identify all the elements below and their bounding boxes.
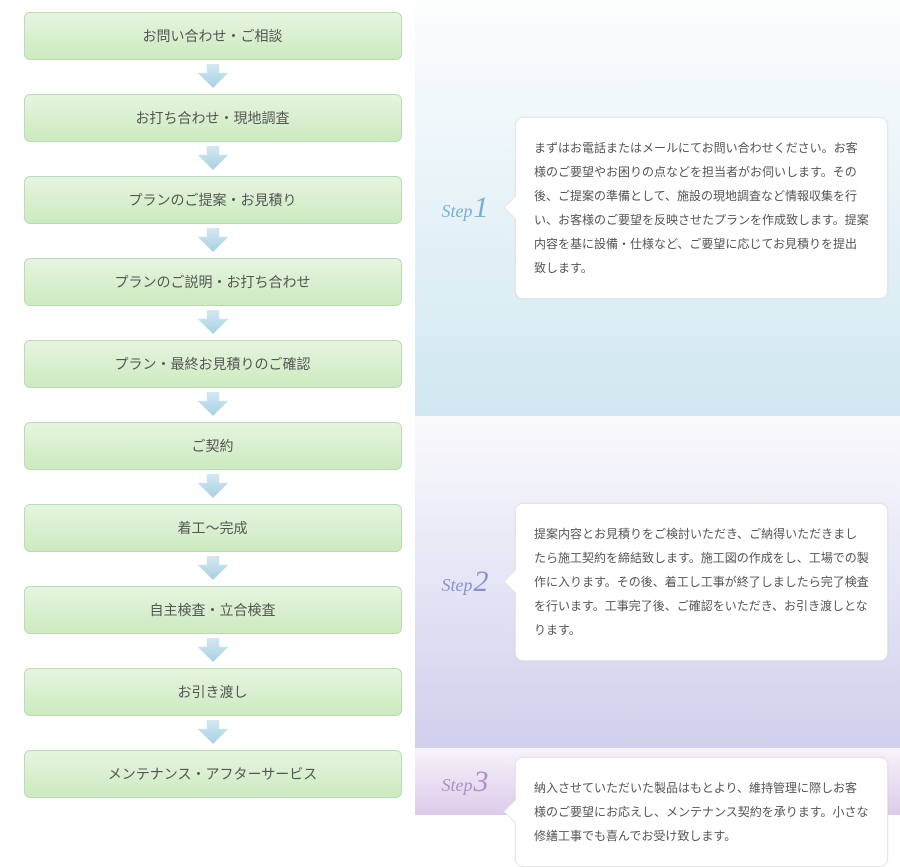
flow-step-box: メンテナンス・アフターサービス — [24, 750, 402, 798]
flow-section: Step1 まずはお電話またはメールにてお問い合わせください。お客様のご要望やお困… — [415, 0, 900, 416]
flow-step-box: お問い合わせ・ご相談 — [24, 12, 402, 60]
flow-arrow-icon — [198, 228, 228, 252]
callout-text: 納入させていただいた製品はもとより、維持管理に際しお客様のご要望にお応えし、メン… — [534, 781, 869, 843]
callout-text: まずはお電話またはメールにてお問い合わせください。お客様のご要望やお困りの点など… — [534, 141, 869, 275]
flow-step-label: お問い合わせ・ご相談 — [143, 26, 283, 46]
flow-section: Step2 提案内容とお見積りをご検討いただき、ご納得いただきましたら施工契約を締… — [415, 416, 900, 748]
step-label-number: 1 — [474, 191, 489, 225]
flow-step-box: 自主検査・立合検査 — [24, 586, 402, 634]
callout-text: 提案内容とお見積りをご検討いただき、ご納得いただきましたら施工契約を締結致します… — [534, 527, 869, 637]
flow-step-label: プランのご提案・お見積り — [129, 190, 297, 210]
section-callout: まずはお電話またはメールにてお問い合わせください。お客様のご要望やお困りの点など… — [515, 117, 888, 299]
step-label-prefix: Step — [442, 575, 473, 596]
step-label: Step2 — [415, 565, 515, 599]
section-callout: 提案内容とお見積りをご検討いただき、ご納得いただきましたら施工契約を締結致します… — [515, 503, 888, 661]
flow-step-label: ご契約 — [192, 436, 234, 456]
step-label-number: 2 — [474, 565, 489, 599]
flow-step-box: ご契約 — [24, 422, 402, 470]
flow-step-label: メンテナンス・アフターサービス — [108, 764, 317, 784]
flow-step-box: お打ち合わせ・現地調査 — [24, 94, 402, 142]
flow-arrow-icon — [198, 64, 228, 88]
flow-section: Step3納入させていただいた製品はもとより、維持管理に際しお客様のご要望にお応… — [415, 748, 900, 815]
flow-arrow-icon — [198, 474, 228, 498]
flow-step-box: プラン・最終お見積りのご確認 — [24, 340, 402, 388]
flow-arrow-icon — [198, 146, 228, 170]
flow-step-label: プラン・最終お見積りのご確認 — [115, 354, 311, 374]
step-label-prefix: Step — [442, 201, 473, 222]
flow-step-box: お引き渡し — [24, 668, 402, 716]
flow-step-label: 着工～完成 — [178, 518, 248, 538]
step-label: Step3 — [415, 765, 515, 799]
flow-arrow-icon — [198, 556, 228, 580]
flow-step-label: 自主検査・立合検査 — [150, 600, 276, 620]
step-label-prefix: Step — [442, 775, 473, 796]
step-label-number: 3 — [474, 765, 489, 799]
flow-arrow-icon — [198, 310, 228, 334]
flow-step-box: プランのご説明・お打ち合わせ — [24, 258, 402, 306]
flow-step-label: プランのご説明・お打ち合わせ — [115, 272, 311, 292]
flow-step-box: プランのご提案・お見積り — [24, 176, 402, 224]
flow-step-box: 着工～完成 — [24, 504, 402, 552]
flow-arrow-icon — [198, 720, 228, 744]
flow-right-column: Step1まずはお電話またはメールにてお問い合わせください。お客様のご要望やお困… — [415, 0, 900, 815]
flow-arrow-icon — [198, 638, 228, 662]
flow-container: お問い合わせ・ご相談 お打ち合わせ・現地調査 プランのご提案・お見積り プランの… — [0, 0, 900, 815]
flow-step-label: お打ち合わせ・現地調査 — [136, 108, 290, 128]
section-callout: 納入させていただいた製品はもとより、維持管理に際しお客様のご要望にお応えし、メン… — [515, 757, 888, 867]
step-label: Step1 — [415, 191, 515, 225]
flow-arrow-icon — [198, 392, 228, 416]
flow-step-label: お引き渡し — [178, 682, 248, 702]
flow-left-column: お問い合わせ・ご相談 お打ち合わせ・現地調査 プランのご提案・お見積り プランの… — [0, 0, 415, 815]
